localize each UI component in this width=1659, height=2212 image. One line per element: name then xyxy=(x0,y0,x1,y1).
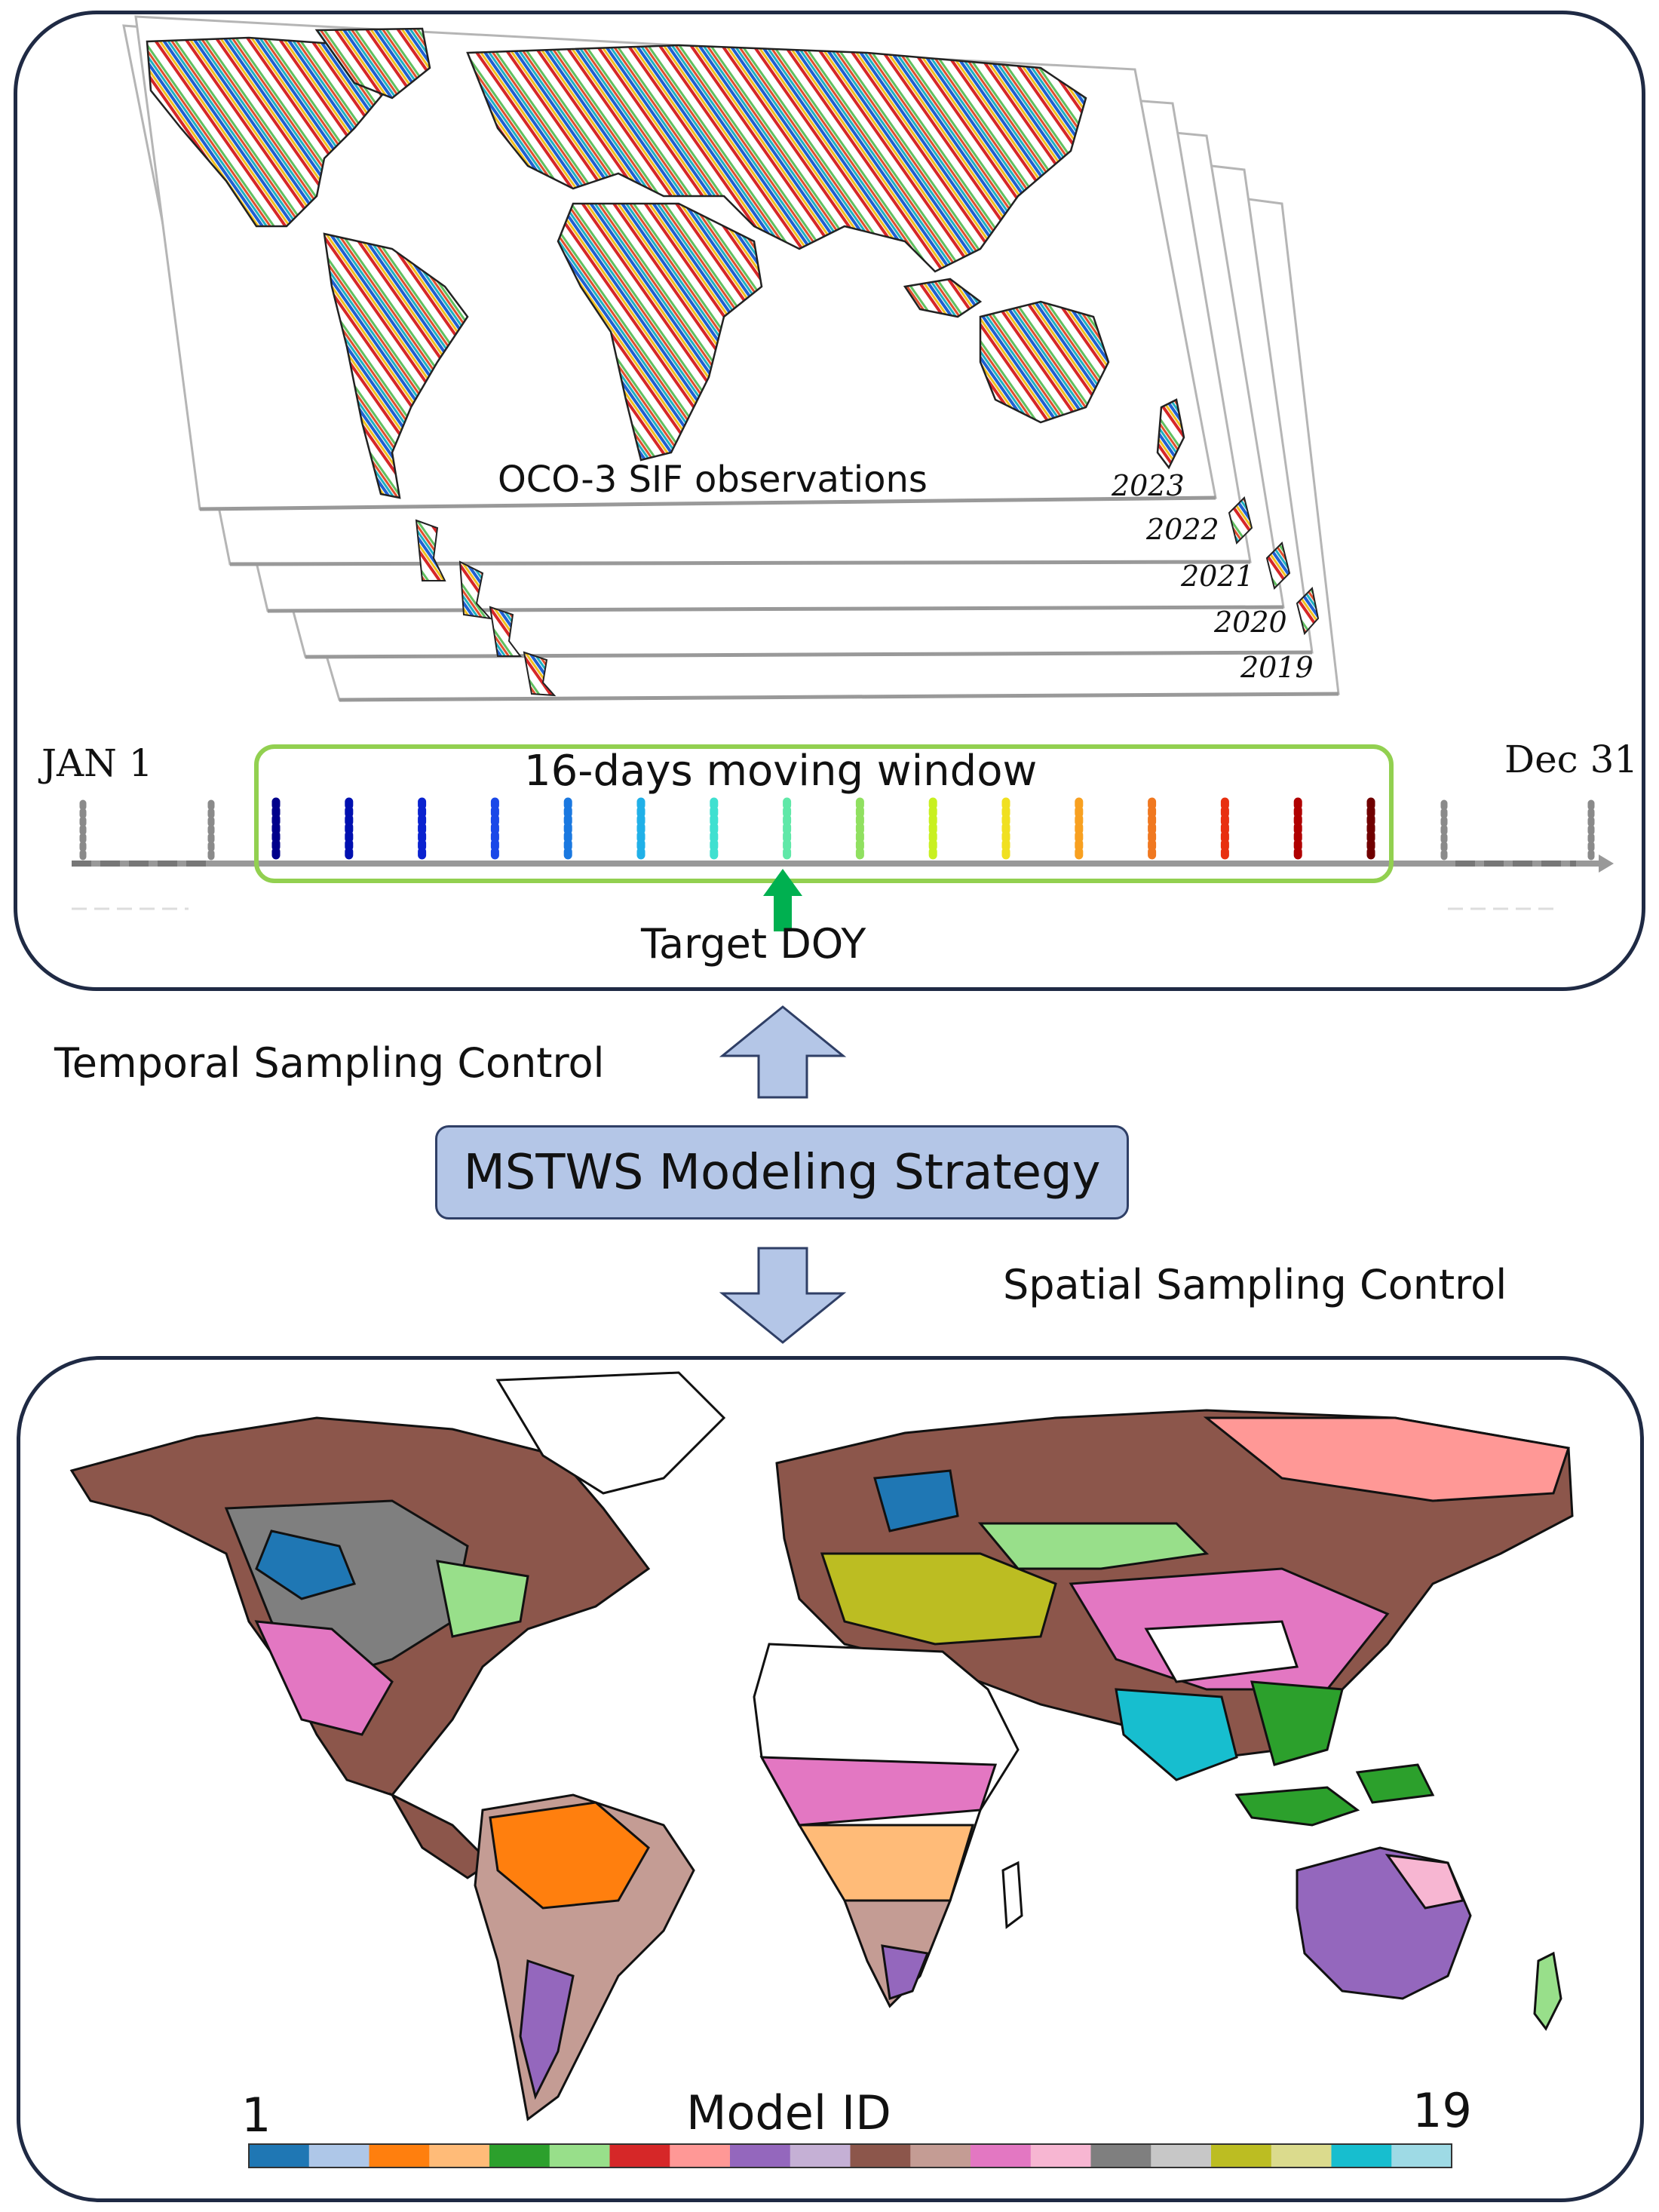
colorbar-cell xyxy=(1151,2144,1212,2168)
colorbar-min-label: 1 xyxy=(241,2088,271,2143)
back-layer-land-fragments xyxy=(415,496,1320,697)
colorbar-border xyxy=(248,2143,1452,2168)
colorbar-cell xyxy=(670,2144,731,2168)
colorbar-title: Model ID xyxy=(686,2085,891,2140)
stack-title: OCO-3 SIF observations xyxy=(498,459,928,501)
colorbar-cell xyxy=(971,2144,1032,2168)
colorbar-cell xyxy=(549,2144,610,2168)
timeline-end-label: Dec 31 xyxy=(1504,738,1639,781)
window-day-markers xyxy=(271,797,1375,861)
year-label-2023: 2023 xyxy=(1112,469,1185,502)
year-label-2020: 2020 xyxy=(1214,606,1287,639)
colorbar-cell xyxy=(1271,2144,1332,2168)
temporal-control-label: Temporal Sampling Control xyxy=(54,1039,605,1087)
doy-timeline xyxy=(72,744,1614,931)
colorbar-cell xyxy=(1331,2144,1392,2168)
stack-layer-2023 xyxy=(134,15,1217,511)
colorbar-cell xyxy=(1391,2144,1452,2168)
colorbar-cell xyxy=(429,2144,490,2168)
down-arrow xyxy=(719,1247,847,1344)
year-label-2019: 2019 xyxy=(1240,651,1314,684)
colorbar-max-label: 19 xyxy=(1412,2083,1472,2138)
colorbar-cell xyxy=(1211,2144,1272,2168)
colorbar-cell xyxy=(910,2144,971,2168)
year-label-2022: 2022 xyxy=(1146,513,1219,546)
target-doy-arrow xyxy=(763,869,802,931)
colorbar-cell xyxy=(850,2144,911,2168)
window-label: 16-days moving window xyxy=(524,747,1038,796)
mstws-strategy-box: MSTWS Modeling Strategy xyxy=(435,1125,1129,1220)
outside-window-day-ticks xyxy=(79,799,1595,864)
timeline-start-label: JAN 1 xyxy=(41,741,153,785)
colorbar-cell xyxy=(1030,2144,1091,2168)
colorbar-cell xyxy=(308,2144,370,2168)
spatial-control-label: Spatial Sampling Control xyxy=(1003,1261,1507,1308)
colorbar-cell xyxy=(369,2144,430,2168)
target-doy-label: Target DOY xyxy=(641,920,866,968)
colorbar-cell xyxy=(609,2144,670,2168)
sif-observation-stack xyxy=(72,15,1614,1344)
sif-swath-continents xyxy=(146,27,1185,499)
moving-window-box xyxy=(254,744,1394,883)
model-id-colorbar xyxy=(248,2143,1452,2168)
colorbar-cell xyxy=(489,2144,550,2168)
up-arrow xyxy=(719,1005,847,1099)
strategy-label: MSTWS Modeling Strategy xyxy=(463,1144,1101,1201)
colorbar-cell xyxy=(730,2144,791,2168)
colorbar-cell xyxy=(1090,2144,1151,2168)
colorbar-cell xyxy=(249,2144,310,2168)
colorbar-cell xyxy=(790,2144,851,2168)
model-region-landmasses xyxy=(69,1371,1574,2121)
year-label-2021: 2021 xyxy=(1181,560,1254,593)
